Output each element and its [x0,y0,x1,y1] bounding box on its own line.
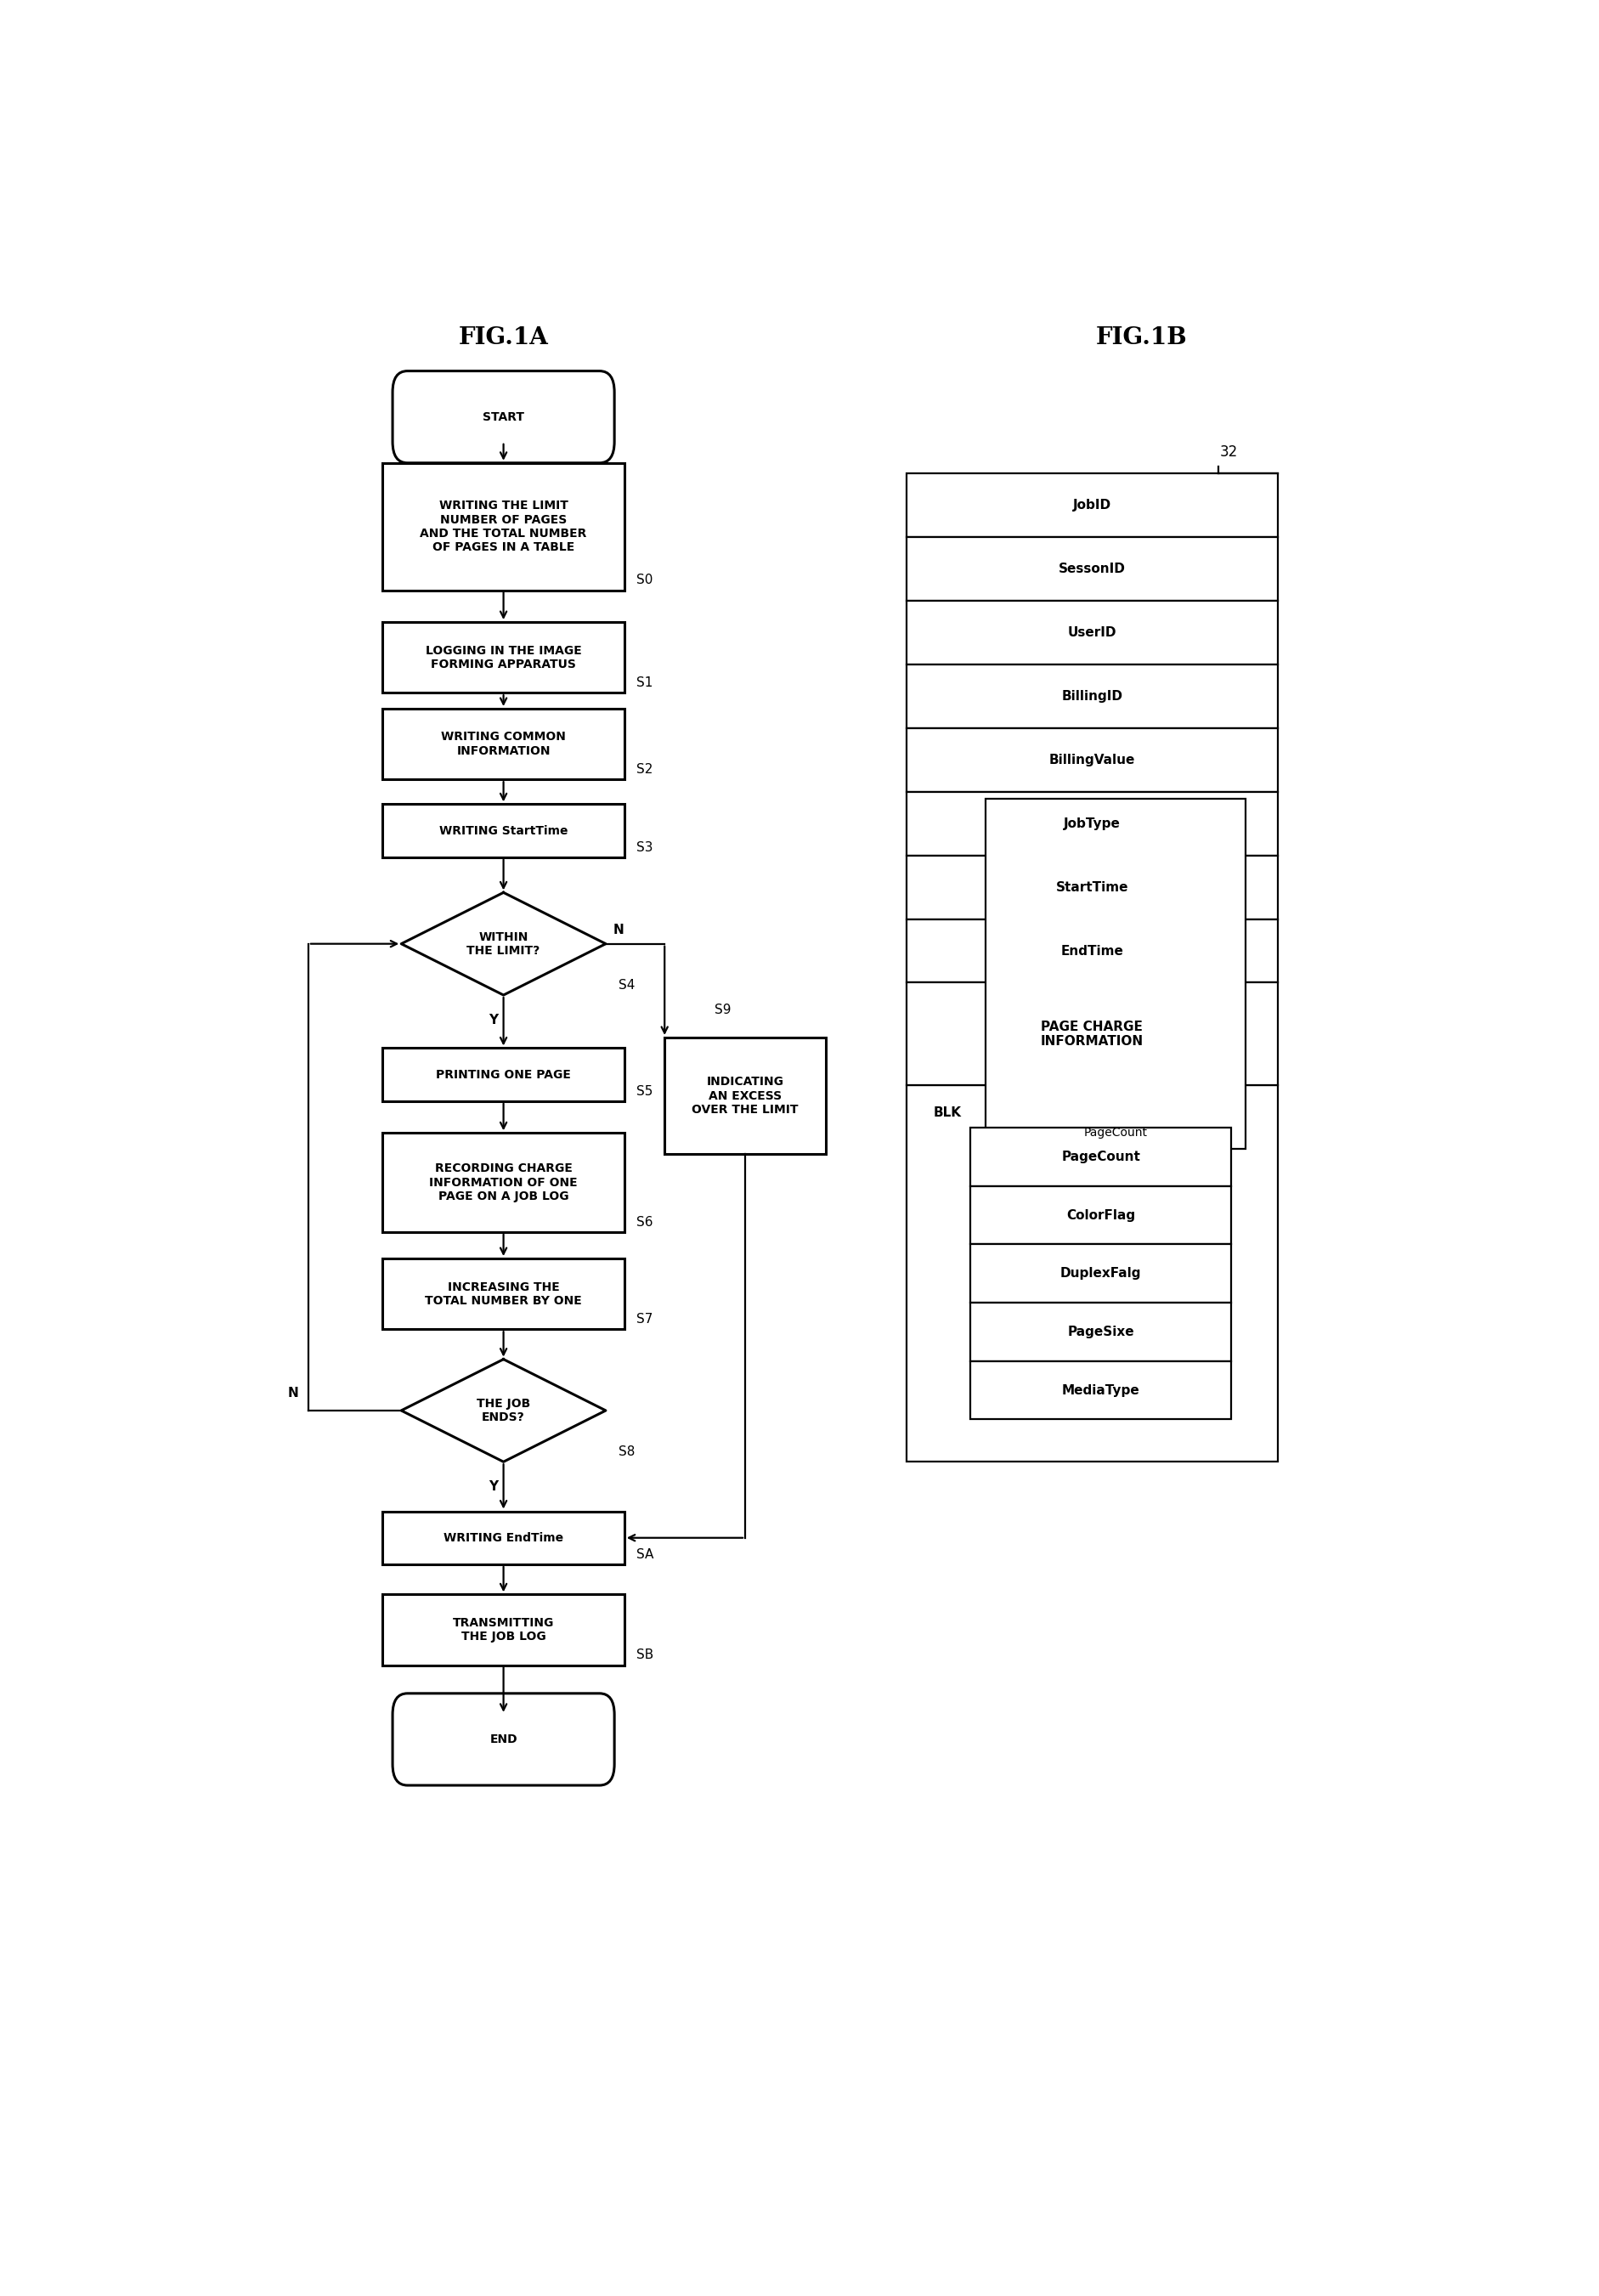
Text: DuplexFalg: DuplexFalg [1060,1267,1142,1279]
Text: WRITING EndTime: WRITING EndTime [443,1531,563,1543]
FancyBboxPatch shape [907,792,1278,856]
Text: BLK: BLK [934,1107,961,1118]
Text: WRITING THE LIMIT
NUMBER OF PAGES
AND THE TOTAL NUMBER
OF PAGES IN A TABLE: WRITING THE LIMIT NUMBER OF PAGES AND TH… [421,501,587,553]
Text: StartTime: StartTime [1055,882,1129,893]
Text: SA: SA [636,1548,654,1561]
Text: PageCount: PageCount [1062,1150,1140,1164]
Text: FIG.1B: FIG.1B [1095,326,1188,349]
Text: START: START [483,411,524,422]
Text: SB: SB [636,1649,654,1662]
Polygon shape [401,1359,606,1463]
Text: WRITING StartTime: WRITING StartTime [440,824,568,836]
Text: S6: S6 [636,1215,654,1228]
FancyBboxPatch shape [382,464,624,590]
FancyBboxPatch shape [907,856,1278,918]
FancyBboxPatch shape [665,1038,825,1155]
FancyBboxPatch shape [382,622,624,693]
Text: S3: S3 [636,840,654,854]
FancyBboxPatch shape [382,1511,624,1564]
Text: THE JOB
ENDS?: THE JOB ENDS? [477,1398,531,1424]
Text: S2: S2 [636,762,652,776]
Text: PageCount: PageCount [1084,1127,1148,1139]
Text: INCREASING THE
TOTAL NUMBER BY ONE: INCREASING THE TOTAL NUMBER BY ONE [425,1281,582,1306]
Text: TRANSMITTING
THE JOB LOG: TRANSMITTING THE JOB LOG [453,1616,555,1642]
FancyBboxPatch shape [393,1694,614,1786]
FancyBboxPatch shape [393,372,614,464]
FancyBboxPatch shape [907,664,1278,728]
Text: BillingValue: BillingValue [1049,753,1135,767]
FancyBboxPatch shape [382,1593,624,1665]
Text: END: END [489,1733,518,1745]
Polygon shape [401,893,606,994]
Text: S8: S8 [619,1446,635,1458]
Text: PAGE CHARGE
INFORMATION: PAGE CHARGE INFORMATION [1041,1019,1143,1047]
Text: S1: S1 [636,677,652,689]
Text: UserID: UserID [1068,627,1116,638]
FancyBboxPatch shape [382,1258,624,1329]
FancyBboxPatch shape [382,804,624,856]
Text: S7: S7 [636,1313,652,1325]
Text: RECORDING CHARGE
INFORMATION OF ONE
PAGE ON A JOB LOG: RECORDING CHARGE INFORMATION OF ONE PAGE… [429,1162,577,1203]
Text: Y: Y [489,1013,499,1026]
Text: LOGGING IN THE IMAGE
FORMING APPARATUS: LOGGING IN THE IMAGE FORMING APPARATUS [425,645,582,670]
FancyBboxPatch shape [907,537,1278,602]
FancyBboxPatch shape [907,918,1278,983]
FancyBboxPatch shape [971,1302,1231,1362]
FancyBboxPatch shape [971,1362,1231,1419]
Text: SessonID: SessonID [1059,563,1126,576]
Text: 32: 32 [1220,445,1238,459]
FancyBboxPatch shape [382,1047,624,1102]
Text: JobType: JobType [1063,817,1121,829]
FancyBboxPatch shape [971,1187,1231,1244]
Text: N: N [612,923,624,937]
Text: MediaType: MediaType [1062,1384,1140,1396]
Text: S0: S0 [636,574,652,588]
FancyBboxPatch shape [907,1086,1278,1463]
Text: WRITING COMMON
INFORMATION: WRITING COMMON INFORMATION [441,730,566,758]
FancyBboxPatch shape [971,1127,1231,1187]
Text: ColorFlag: ColorFlag [1067,1208,1135,1221]
FancyBboxPatch shape [971,1244,1231,1302]
Text: N: N [288,1387,299,1398]
Text: S9: S9 [715,1003,731,1017]
Text: BillingID: BillingID [1062,689,1122,703]
FancyBboxPatch shape [382,709,624,778]
FancyBboxPatch shape [382,1132,624,1233]
Text: S4: S4 [619,978,635,992]
Text: S5: S5 [636,1084,652,1097]
Text: Y: Y [489,1481,499,1492]
FancyBboxPatch shape [907,473,1278,537]
Text: FIG.1A: FIG.1A [459,326,548,349]
FancyBboxPatch shape [985,799,1246,1148]
FancyBboxPatch shape [907,983,1278,1086]
Text: WITHIN
THE LIMIT?: WITHIN THE LIMIT? [467,930,540,957]
FancyBboxPatch shape [907,728,1278,792]
Text: JobID: JobID [1073,498,1111,512]
Text: EndTime: EndTime [1060,944,1124,957]
FancyBboxPatch shape [907,602,1278,664]
Text: PageSixe: PageSixe [1068,1325,1134,1339]
Text: INDICATING
AN EXCESS
OVER THE LIMIT: INDICATING AN EXCESS OVER THE LIMIT [692,1077,798,1116]
Text: PRINTING ONE PAGE: PRINTING ONE PAGE [437,1068,571,1081]
